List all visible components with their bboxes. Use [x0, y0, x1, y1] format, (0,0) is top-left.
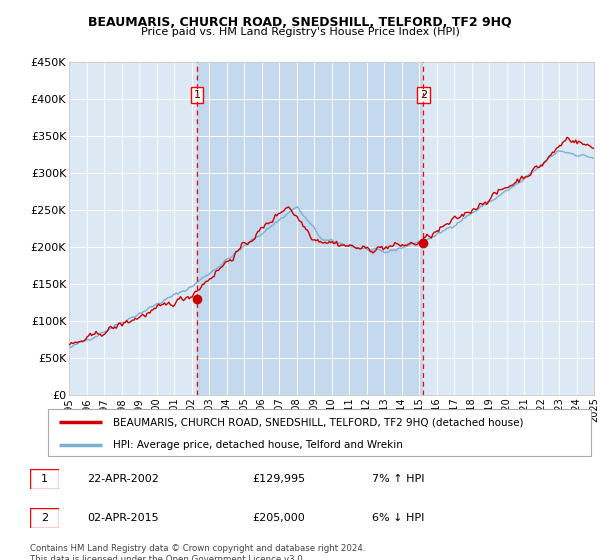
Text: 7% ↑ HPI: 7% ↑ HPI: [372, 474, 425, 484]
Text: BEAUMARIS, CHURCH ROAD, SNEDSHILL, TELFORD, TF2 9HQ (detached house): BEAUMARIS, CHURCH ROAD, SNEDSHILL, TELFO…: [113, 417, 524, 427]
FancyBboxPatch shape: [48, 409, 591, 456]
Text: BEAUMARIS, CHURCH ROAD, SNEDSHILL, TELFORD, TF2 9HQ: BEAUMARIS, CHURCH ROAD, SNEDSHILL, TELFO…: [88, 16, 512, 29]
FancyBboxPatch shape: [30, 469, 59, 489]
Bar: [197, 62, 424, 395]
Text: 1: 1: [41, 474, 48, 484]
Text: 02-APR-2015: 02-APR-2015: [87, 513, 158, 523]
Text: 2: 2: [420, 90, 427, 100]
Text: 6% ↓ HPI: 6% ↓ HPI: [372, 513, 424, 523]
Text: 1: 1: [193, 90, 200, 100]
Text: HPI: Average price, detached house, Telford and Wrekin: HPI: Average price, detached house, Telf…: [113, 440, 403, 450]
Text: 22-APR-2002: 22-APR-2002: [87, 474, 159, 484]
Text: £129,995: £129,995: [252, 474, 305, 484]
FancyBboxPatch shape: [30, 508, 59, 528]
Text: Price paid vs. HM Land Registry's House Price Index (HPI): Price paid vs. HM Land Registry's House …: [140, 27, 460, 37]
Text: Contains HM Land Registry data © Crown copyright and database right 2024.
This d: Contains HM Land Registry data © Crown c…: [30, 544, 365, 560]
Text: £205,000: £205,000: [252, 513, 305, 523]
Text: 2: 2: [41, 513, 48, 523]
